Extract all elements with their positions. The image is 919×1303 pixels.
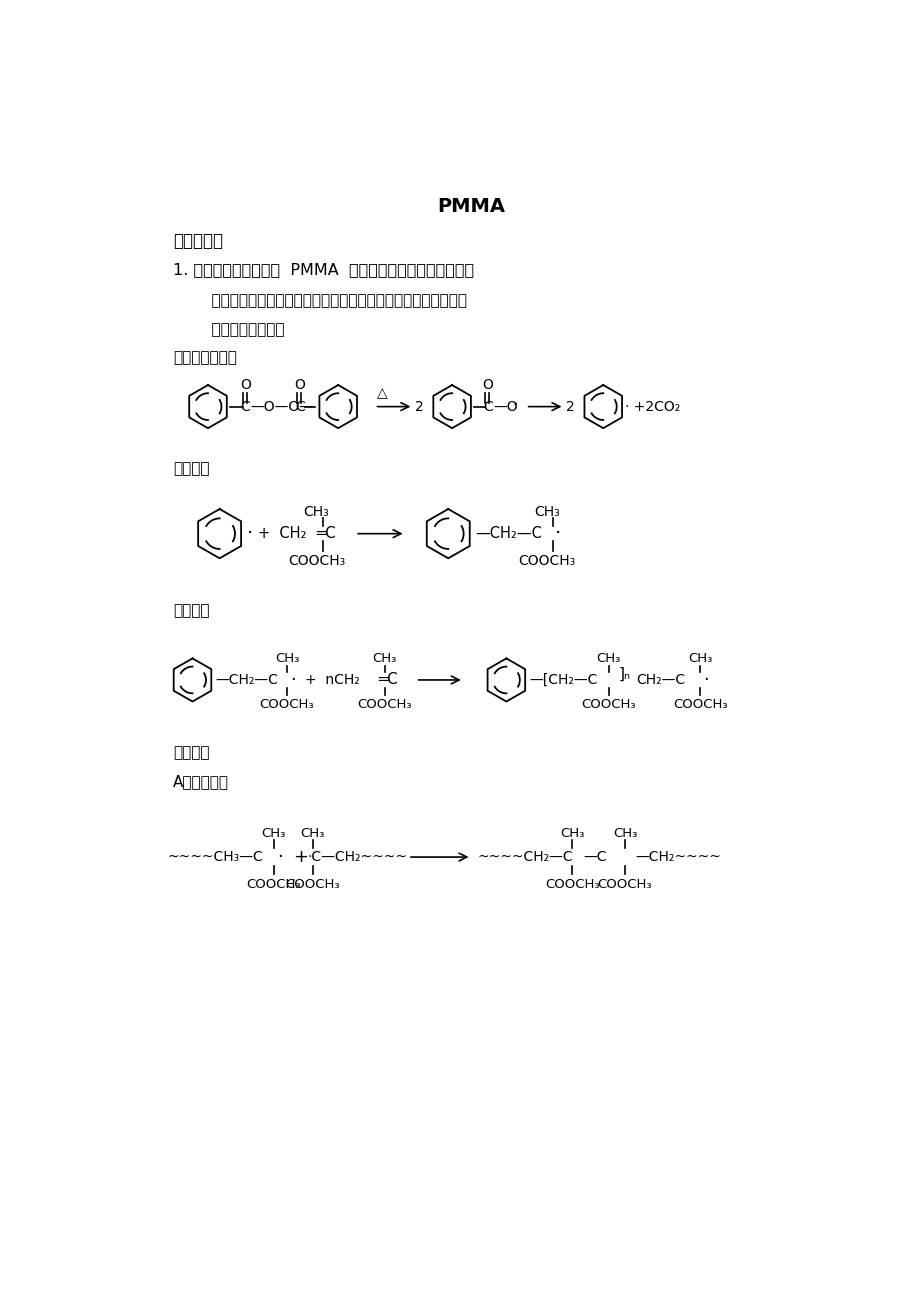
Text: △: △ xyxy=(377,386,387,400)
Text: 引发剂的分解：: 引发剂的分解： xyxy=(173,351,237,366)
Text: COOCH₃: COOCH₃ xyxy=(672,698,727,711)
Text: ~~~~CH₂—C: ~~~~CH₂—C xyxy=(477,850,573,864)
Text: ·: · xyxy=(554,524,560,543)
Text: ═C: ═C xyxy=(378,672,398,688)
Text: —CH₂~~~~: —CH₂~~~~ xyxy=(635,850,720,864)
Text: CH₃: CH₃ xyxy=(301,827,324,840)
Text: COOCH₃: COOCH₃ xyxy=(285,877,339,890)
Text: CH₃: CH₃ xyxy=(612,827,637,840)
Text: COOCH₃: COOCH₃ xyxy=(581,698,635,711)
Text: C: C xyxy=(294,400,304,413)
Text: CH₂—C: CH₂—C xyxy=(635,672,684,687)
Text: 钉终止：: 钉终止： xyxy=(173,745,210,761)
Text: —O—O—: —O—O— xyxy=(250,400,313,413)
Text: 2: 2 xyxy=(565,400,574,413)
Text: ·: · xyxy=(702,671,709,689)
Text: A、偶合终止: A、偶合终止 xyxy=(173,774,229,790)
Text: 钉增长：: 钉增长： xyxy=(173,603,210,618)
Text: ·: · xyxy=(289,671,296,689)
Text: C: C xyxy=(240,400,250,413)
Text: · +2CO₂: · +2CO₂ xyxy=(624,400,679,413)
Text: COOCH₃: COOCH₃ xyxy=(288,554,345,568)
Text: ═C: ═C xyxy=(316,526,335,541)
Text: COOCH₃: COOCH₃ xyxy=(517,554,574,568)
Text: —CH₂—C: —CH₂—C xyxy=(216,672,278,687)
Text: —CH₂—C: —CH₂—C xyxy=(475,526,541,541)
Text: CH₃: CH₃ xyxy=(596,652,620,665)
Text: ·: · xyxy=(511,396,517,414)
Text: ]ₙ: ]ₙ xyxy=(618,666,630,681)
Text: +: + xyxy=(293,848,308,866)
Text: CH₃: CH₃ xyxy=(275,652,299,665)
Text: ~~~~CH₃—C: ~~~~CH₃—C xyxy=(167,850,263,864)
Text: COOCH₃: COOCH₃ xyxy=(246,877,301,890)
Text: CH₃: CH₃ xyxy=(372,652,396,665)
Text: ·: · xyxy=(277,848,282,866)
Text: COOCH₃: COOCH₃ xyxy=(597,877,652,890)
Text: COOCH₃: COOCH₃ xyxy=(259,698,314,711)
Text: O: O xyxy=(240,378,250,392)
Text: COOCH₃: COOCH₃ xyxy=(544,877,599,890)
Text: 2: 2 xyxy=(414,400,424,413)
Text: 进行的聚合反应。: 进行的聚合反应。 xyxy=(192,322,285,337)
Text: CH₃: CH₃ xyxy=(687,652,711,665)
Text: CH₃: CH₃ xyxy=(303,506,329,519)
Text: CH₃: CH₃ xyxy=(560,827,584,840)
Text: O: O xyxy=(482,378,493,392)
Text: ·C—CH₂~~~~: ·C—CH₂~~~~ xyxy=(307,850,407,864)
Text: PMMA: PMMA xyxy=(437,197,505,216)
Text: 本体聚合系指仅有单体和少量引发剂或在热、光、辐射等条件下: 本体聚合系指仅有单体和少量引发剂或在热、光、辐射等条件下 xyxy=(192,293,467,309)
Text: +  nCH₂: + nCH₂ xyxy=(304,672,359,687)
Text: —C: —C xyxy=(584,850,607,864)
Text: CH₃: CH₃ xyxy=(261,827,286,840)
Text: —[CH₂—C: —[CH₂—C xyxy=(529,672,597,687)
Text: COOCH₃: COOCH₃ xyxy=(357,698,412,711)
Text: C: C xyxy=(482,400,493,413)
Text: 1. 什么是本体聚合；以  PMMA  为例写出本体聚合反应机理。: 1. 什么是本体聚合；以 PMMA 为例写出本体聚合反应机理。 xyxy=(173,262,473,278)
Text: +  CH₂: + CH₂ xyxy=(258,526,307,541)
Text: 钉引发：: 钉引发： xyxy=(173,461,210,476)
Text: —O: —O xyxy=(493,400,517,413)
Text: O: O xyxy=(294,378,304,392)
Text: CH₃: CH₃ xyxy=(533,506,559,519)
Text: ·: · xyxy=(246,524,253,543)
Text: 一、简答题: 一、简答题 xyxy=(173,232,223,250)
